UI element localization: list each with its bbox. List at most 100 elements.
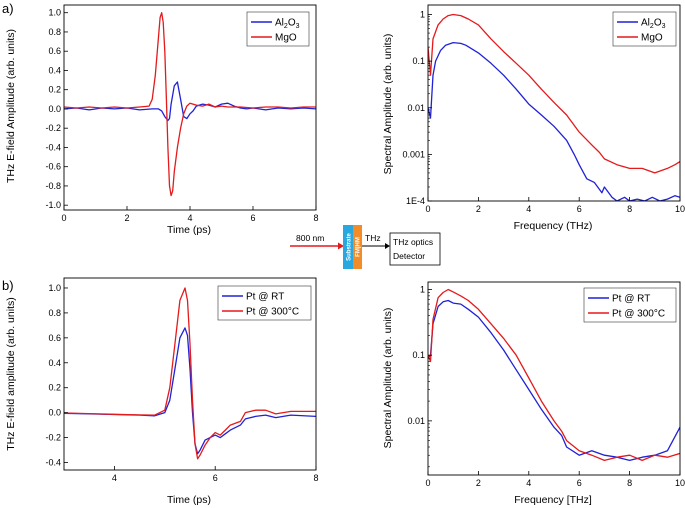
x-tick-label: 0 [425,478,430,488]
xlabel-a-time: Time (ps) [167,224,211,236]
ylabel-b-freq: Spectral Amplitude (arb. units) [382,308,394,449]
detector-line2: Detector [393,251,425,261]
xlabel-b-time: Time (ps) [167,494,211,506]
y-tick-label: 1 [420,10,425,20]
x-tick-label: 2 [476,478,481,488]
chart-b-time-domain: Time (ps) THz E-field amplitude (arb. un… [5,277,319,506]
y-tick-label: 0.001 [402,149,425,159]
x-tick-label: 0 [61,213,66,223]
detector-line1: THz optics [393,237,433,247]
legend-box [612,11,677,47]
ylabel-a-time: THz E-field Amplitude (arb. units) [5,29,17,183]
x-tick-label: 6 [577,204,582,214]
y-tick-label: 1E-4 [406,196,425,206]
legend-label-pt-rt: Pt @ RT [612,294,650,305]
y-tick-label: 0.6 [48,46,61,56]
legend-label-mgo: MgO [275,33,297,44]
x-tick-label: 8 [627,478,632,488]
series-line-a_freq-0 [428,41,680,201]
legend-label-pt-300: Pt @ 300°C [246,307,299,318]
y-tick-label: 0.4 [48,65,61,75]
plot-frame [427,281,681,476]
x-tick-label: 8 [313,473,318,483]
y-tick-label: 0.4 [48,358,61,368]
y-tick-label: 0.0 [48,408,61,418]
setup-diagram: 800 nm Substrate FM|HM THz THz optics De… [290,225,441,269]
chart-a-time-domain: Time (ps) THz E-field Amplitude (arb. un… [5,4,319,236]
y-tick-label: 0.01 [407,416,425,426]
y-tick-label: 0.2 [48,85,61,95]
legend-a-freq: Al2O3 MgO [612,11,677,47]
series-line-b_time-1 [64,287,316,460]
y-tick-label: 0.8 [48,308,61,318]
legend-a-time: Al2O3 MgO [246,11,310,47]
plot-frame [63,277,317,471]
ylabel-a-freq: Spectral Amplitude (arb. units) [382,34,394,175]
y-tick-label: -0.2 [45,123,61,133]
x-tick-label: 10 [675,478,685,488]
panel-label-a: a) [2,1,14,16]
x-tick-label: 8 [313,213,318,223]
x-tick-label: 4 [187,213,192,223]
legend-box [246,11,310,47]
x-tick-label: 2 [124,213,129,223]
ylabel-b-time: THz E-field amplitude (arb. units) [5,297,17,450]
y-tick-label: 0.6 [48,333,61,343]
y-tick-label: -0.4 [45,142,61,152]
plot-frame [427,4,681,202]
xlabel-b-freq: Frequency [THz] [514,494,592,506]
legend-label-al2o3: Al2O3 [275,18,300,31]
y-tick-label: 0.1 [412,350,425,360]
y-tick-label: 0.2 [48,383,61,393]
x-tick-label: 2 [476,204,481,214]
series-line-a_freq-1 [428,13,680,174]
y-tick-label: -0.6 [45,162,61,172]
legend-label-mgo: MgO [641,33,663,44]
x-tick-label: 4 [526,478,531,488]
legend-label-pt-rt: Pt @ RT [246,292,284,303]
y-tick-label: -1.0 [45,200,61,210]
thz-arrowhead [385,243,390,249]
legend-b-freq: Pt @ RT Pt @ 300°C [583,287,677,323]
x-tick-label: 4 [112,473,117,483]
x-tick-label: 6 [213,473,218,483]
y-tick-label: 1.0 [48,283,61,293]
laser-arrowhead [338,242,344,250]
substrate-layer [343,225,353,269]
y-tick-label: -0.8 [45,181,61,191]
y-tick-label: 0.01 [407,103,425,113]
x-tick-label: 4 [526,204,531,214]
legend-box [217,285,312,321]
film-label: FM|HM [356,237,362,257]
chart-b-spectrum: Frequency [THz] Spectral Amplitude (arb.… [382,281,685,506]
y-tick-label: 0.1 [412,56,425,66]
y-tick-label: 0.8 [48,27,61,37]
panel-label-b: b) [2,278,14,293]
legend-b-time: Pt @ RT Pt @ 300°C [217,285,312,321]
detector-box [389,232,441,266]
x-tick-label: 10 [675,204,685,214]
y-tick-label: 1 [420,284,425,294]
series-line-a_time-0 [64,81,316,122]
series-line-b_freq-1 [428,288,680,462]
y-tick-label: -0.2 [45,433,61,443]
film-layer [353,225,362,269]
thz-label: THz [365,233,381,243]
legend-box [583,287,677,323]
y-tick-label: 1.0 [48,8,61,18]
series-line-a_time-1 [64,12,316,197]
legend-label-pt-300: Pt @ 300°C [612,309,665,320]
legend-label-al2o3: Al2O3 [641,18,666,31]
y-tick-label: 0.0 [48,104,61,114]
laser-label: 800 nm [296,233,324,243]
chart-a-spectrum: Frequency (THz) Spectral Amplitude (arb.… [382,4,685,232]
series-line-b_freq-0 [428,299,680,462]
x-tick-label: 0 [425,204,430,214]
substrate-label: Substrate [347,233,353,261]
y-tick-label: -0.4 [45,458,61,468]
x-tick-label: 6 [577,478,582,488]
x-tick-label: 8 [627,204,632,214]
xlabel-a-freq: Frequency (THz) [514,220,593,232]
series-line-b_time-0 [64,327,316,455]
